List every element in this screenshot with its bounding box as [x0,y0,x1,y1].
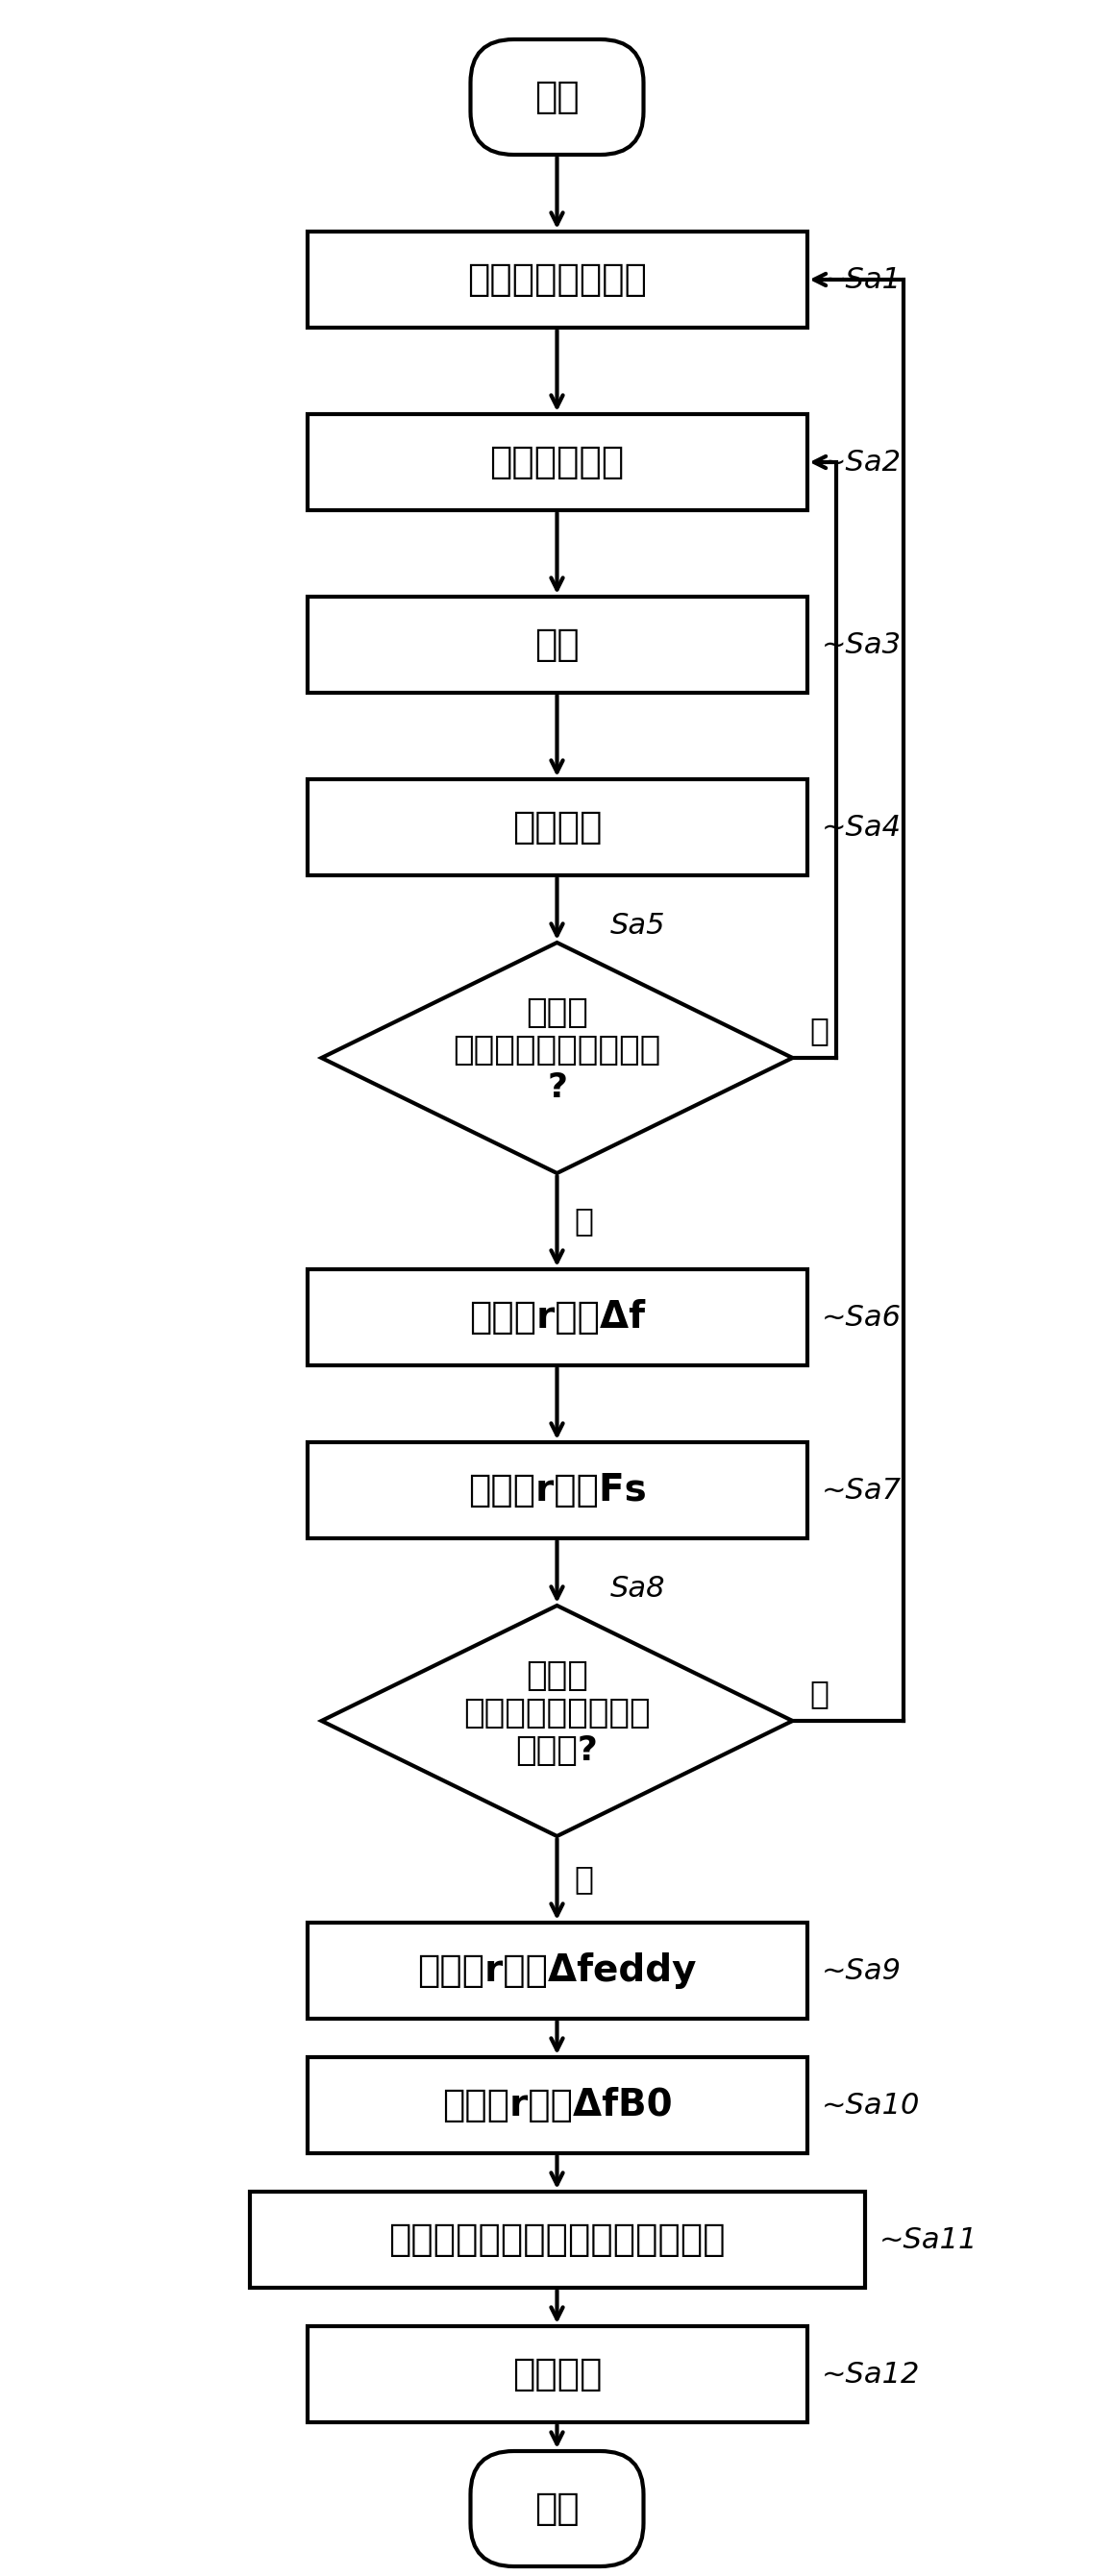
Text: ~Sa11: ~Sa11 [879,2226,977,2254]
Text: 否: 否 [810,1015,829,1046]
Text: 在各点r求出ΔfB0: 在各点r求出ΔfB0 [442,2087,672,2123]
FancyBboxPatch shape [470,2452,644,2566]
Text: 在各点r求出Δfeddy: 在各点r求出Δfeddy [418,1953,696,1989]
Text: ~Sa3: ~Sa3 [821,631,901,659]
Bar [307,1443,807,1538]
Bar [307,778,807,876]
Text: Sa8: Sa8 [609,1574,665,1602]
Text: ~Sa7: ~Sa7 [821,1476,901,1504]
Text: 显示结果: 显示结果 [512,2357,602,2393]
Text: 全部的
中心频率的摄像结束了
?: 全部的 中心频率的摄像结束了 ? [453,997,661,1105]
Text: ~Sa1: ~Sa1 [821,265,901,294]
Text: ~Sa9: ~Sa9 [821,1958,901,1984]
FancyBboxPatch shape [470,39,644,155]
Text: ~Sa12: ~Sa12 [821,2360,920,2388]
Bar [307,415,807,510]
Text: Sa5: Sa5 [609,912,665,940]
Text: 决定倒斜磁场极性: 决定倒斜磁场极性 [467,260,647,299]
Bar [307,598,807,693]
Polygon shape [322,943,792,1172]
Text: 开始: 开始 [535,80,579,116]
Text: 否: 否 [810,1677,829,1710]
Bar [307,2058,807,2154]
Bar [307,1922,807,2020]
Bar [307,2326,807,2421]
Text: ~Sa6: ~Sa6 [821,1303,901,1332]
Bar [307,1270,807,1365]
Polygon shape [322,1605,792,1837]
Text: 在各点r求出Δf: 在各点r求出Δf [469,1298,645,1334]
Text: 是: 是 [575,1862,594,1896]
Text: ~Sa4: ~Sa4 [821,814,901,842]
Text: 与容许基准的比较、合格与否判断: 与容许基准的比较、合格与否判断 [389,2221,725,2259]
Text: 在各点r求出Fs: 在各点r求出Fs [468,1471,646,1510]
Text: ~Sa2: ~Sa2 [821,448,901,477]
Text: 摄像: 摄像 [535,626,579,662]
Text: 重构图像: 重构图像 [512,809,602,845]
Text: 全部的
倒斜磁场极性的摄像
结束了?: 全部的 倒斜磁场极性的摄像 结束了? [463,1659,651,1767]
Text: ~Sa10: ~Sa10 [821,2092,920,2120]
Text: 决定中心频率: 决定中心频率 [489,443,625,479]
Text: 是: 是 [575,1206,594,1236]
Bar [307,232,807,327]
Text: 结束: 结束 [535,2491,579,2527]
Bar [250,2192,864,2287]
